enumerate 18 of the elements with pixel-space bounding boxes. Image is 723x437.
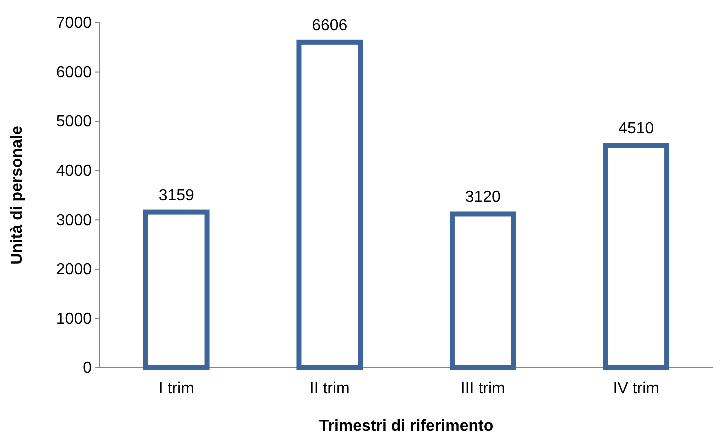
x-tick-label: III trim [460, 380, 506, 398]
y-tick-label: 7000 [56, 15, 92, 32]
y-tick-label: 5000 [56, 114, 92, 131]
x-axis-title: Trimestri di riferimento [319, 418, 494, 435]
y-tick-label: 0 [83, 360, 92, 378]
y-axis-title: Unità di personale [9, 126, 26, 265]
x-tick-label: IV trim [613, 380, 660, 398]
y-tick-label: 3000 [56, 212, 92, 230]
data-label: 6606 [312, 17, 348, 34]
x-tick-label: I trim [158, 380, 194, 398]
y-tick-label: 6000 [56, 64, 92, 82]
y-tick-label: 1000 [56, 310, 92, 328]
y-tick-label: 2000 [56, 262, 92, 279]
x-tick-label: II trim [310, 380, 350, 398]
data-label: 4510 [618, 120, 654, 138]
data-label: 3159 [158, 187, 195, 204]
y-tick-label: 4000 [56, 162, 92, 180]
data-label: 3120 [465, 189, 502, 206]
